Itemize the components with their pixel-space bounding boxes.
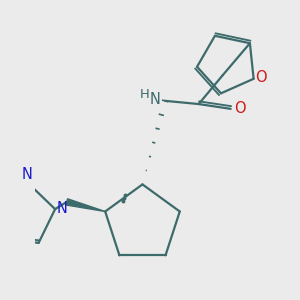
Polygon shape (66, 199, 105, 211)
Text: N: N (57, 201, 68, 216)
Text: N: N (150, 92, 161, 107)
Text: O: O (234, 100, 245, 116)
Text: N: N (22, 167, 33, 182)
Text: H: H (140, 88, 149, 101)
Text: O: O (255, 70, 267, 86)
